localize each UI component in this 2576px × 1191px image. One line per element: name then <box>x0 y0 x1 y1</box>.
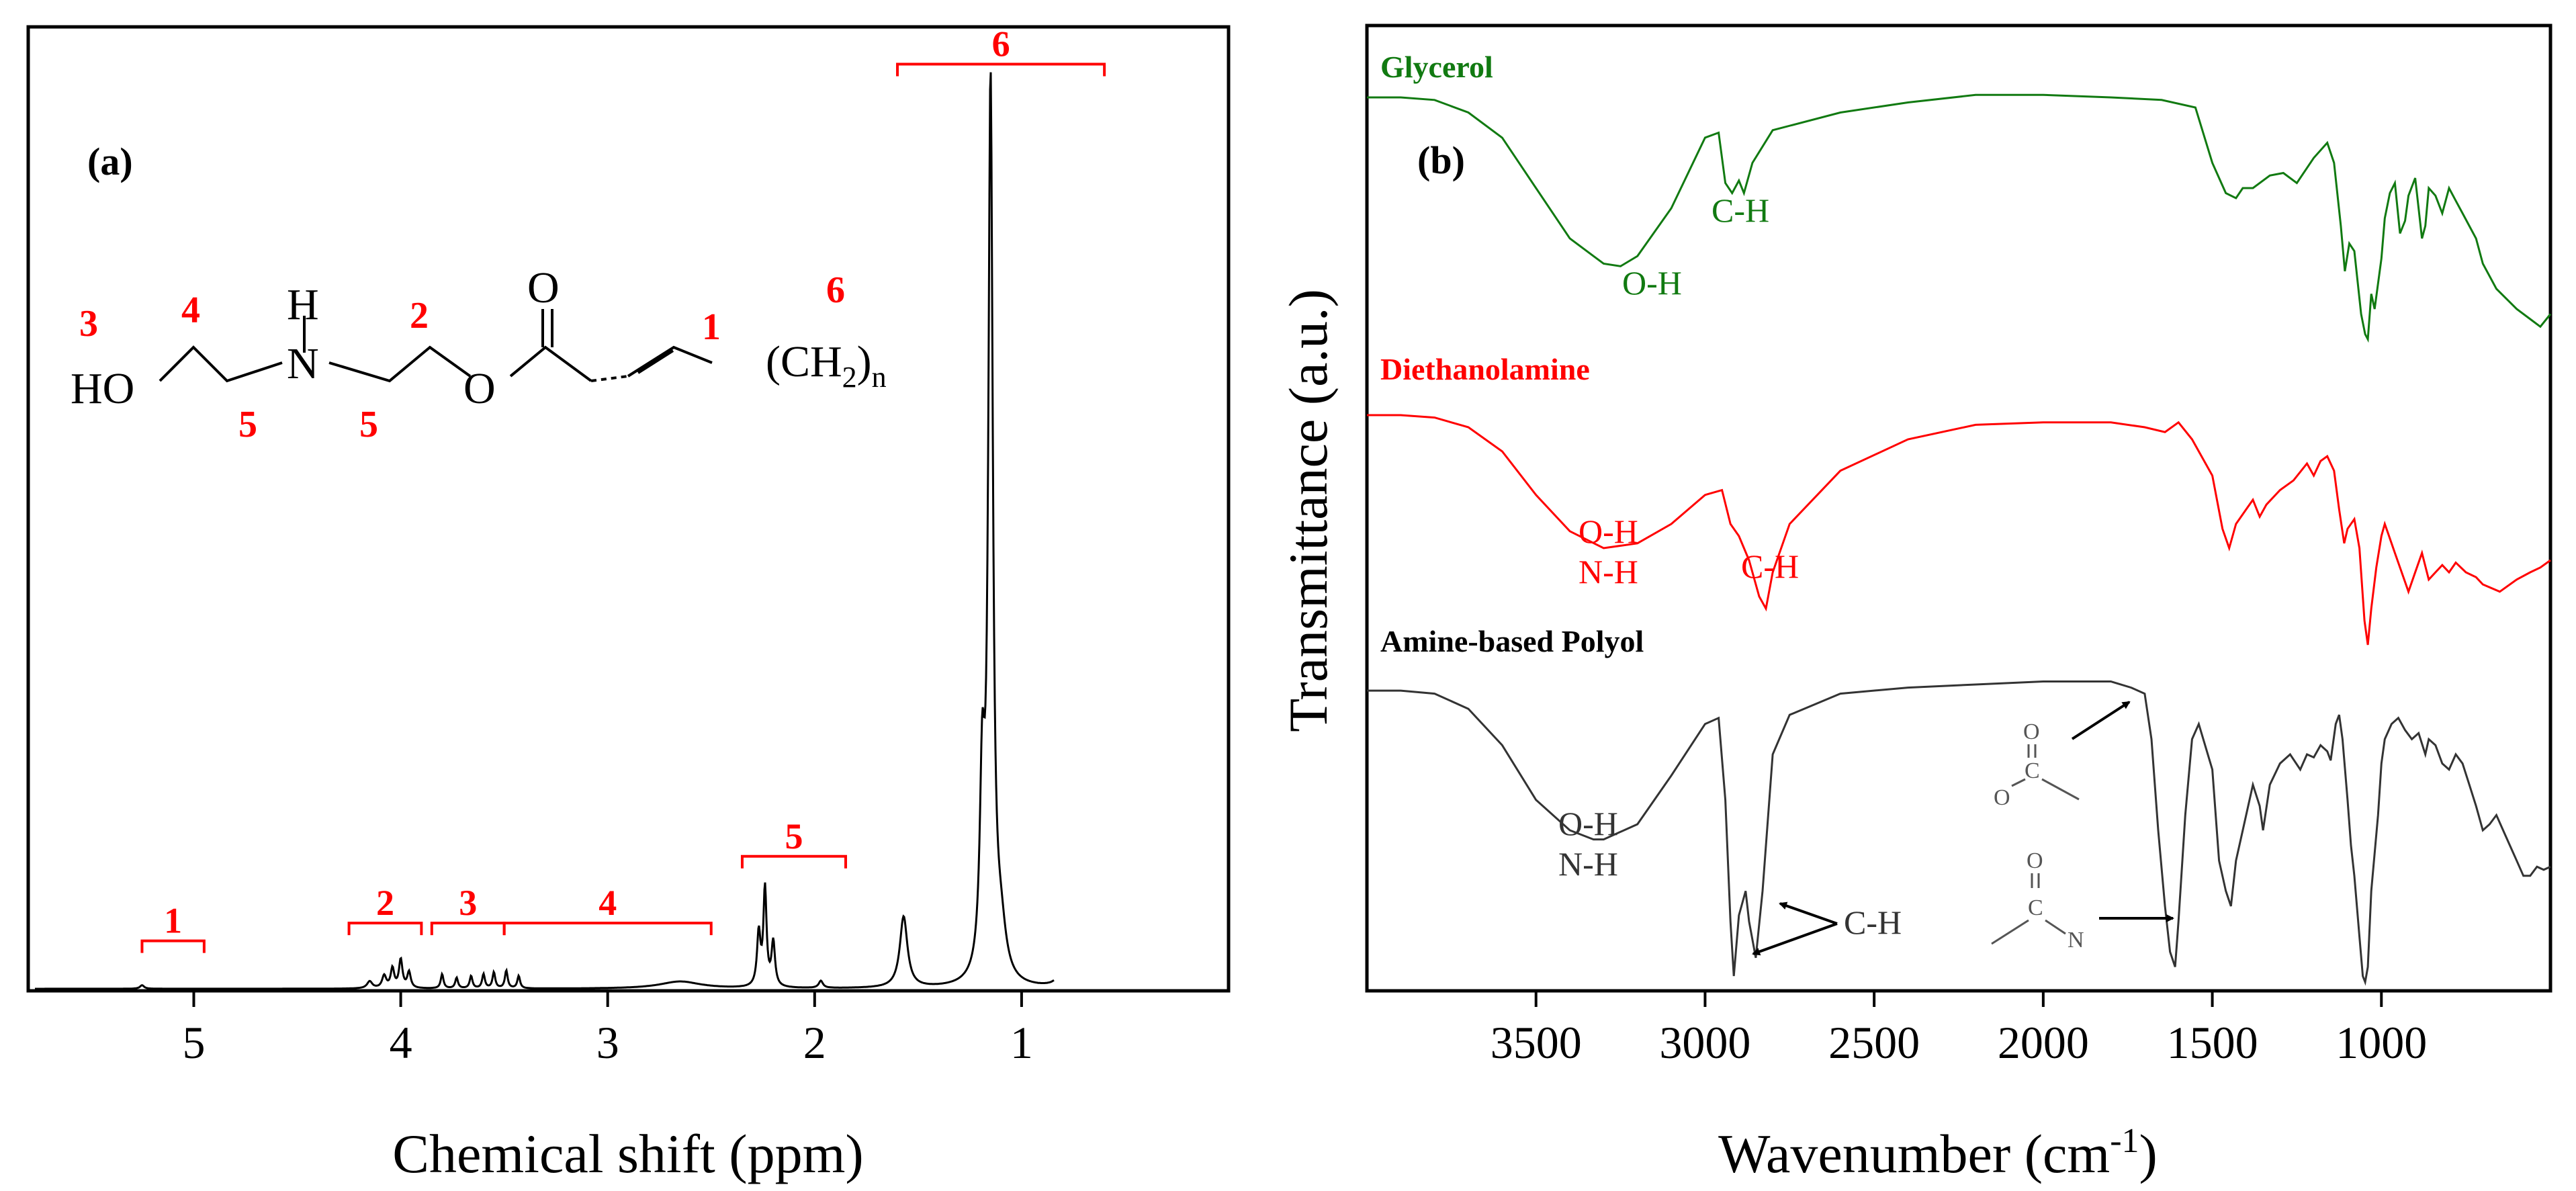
structure-number-2: 2 <box>410 295 429 337</box>
nmr-plot-frame <box>26 25 1231 993</box>
nmr-bracket-label: 1 <box>164 901 182 941</box>
structure-number-5b: 5 <box>359 404 378 445</box>
structure-nh-n: N <box>287 339 319 388</box>
nmr-x-tick-label: 5 <box>182 1017 205 1068</box>
structure-ester-o: O <box>463 364 496 413</box>
ftir-x-tick-label: 3500 <box>1491 1017 1582 1068</box>
nmr-bracket-label: 3 <box>459 883 477 923</box>
nmr-x-axis: 5 4 3 2 1 <box>182 991 1033 1068</box>
nmr-bracket-label: 2 <box>376 883 394 923</box>
legend-amine-polyol: Amine-based Polyol <box>1380 624 1644 658</box>
structure-number-1: 1 <box>702 306 721 348</box>
dea-ch-annotation: C-H <box>1741 547 1799 585</box>
nmr-panel-label: (a) <box>87 140 133 183</box>
structure-nh-h: H <box>287 280 319 329</box>
ester-o-top: O <box>2023 719 2040 744</box>
glycerol-spectrum-line <box>1367 93 2552 343</box>
nmr-bracket-label: 4 <box>598 883 617 923</box>
ester-o-side: O <box>1994 785 2010 810</box>
nmr-bracket-label: 5 <box>785 816 803 856</box>
nmr-bracket <box>502 922 713 936</box>
legend-diethanolamine: Diethanolamine <box>1380 352 1590 386</box>
ftir-x-tick-label: 2500 <box>1828 1017 1920 1068</box>
structure-number-3: 3 <box>79 303 98 345</box>
diethanolamine-spectrum-line <box>1367 414 2551 646</box>
ftir-panel-label: (b) <box>1417 138 1465 182</box>
amide-group-sketch <box>1991 873 2174 945</box>
amine-polyol-spectrum-line <box>1367 680 2551 986</box>
nmr-x-axis-label: Chemical shift (ppm) <box>392 1123 863 1184</box>
structure-number-5a: 5 <box>238 404 257 445</box>
legend-glycerol: Glycerol <box>1380 50 1493 84</box>
nmr-brackets: 1 2 3 4 5 6 <box>140 24 1106 953</box>
polyol-ch-annotation: C-H <box>1844 903 1902 941</box>
nmr-bracket <box>347 922 423 936</box>
nmr-bracket <box>140 939 206 953</box>
ester-c: C <box>2025 758 2040 783</box>
amide-c: C <box>2028 895 2043 920</box>
ftir-x-tick-label: 2000 <box>1998 1017 2089 1068</box>
dea-oh-annotation: O-H <box>1579 513 1638 550</box>
ester-group-sketch <box>2011 701 2131 801</box>
ftir-x-tick-label: 1500 <box>2167 1017 2258 1068</box>
structure-ho-label: HO <box>71 364 134 413</box>
structure-ch2n-label: (CH2)n <box>766 337 887 394</box>
nmr-bracket <box>740 854 848 869</box>
glycerol-ch-annotation: C-H <box>1712 191 1769 229</box>
ftir-x-axis: 3500 3000 2500 2000 1500 1000 <box>1491 991 2427 1068</box>
structure-number-4: 4 <box>181 290 200 331</box>
dea-nh-annotation: N-H <box>1579 553 1638 590</box>
amide-o-top: O <box>2027 848 2043 873</box>
structure-number-6: 6 <box>826 269 845 311</box>
ftir-plot-frame <box>1365 24 2552 993</box>
ftir-panel: 3500 3000 2500 2000 1500 1000 (b) Glycerol Di… <box>1278 24 2552 1184</box>
glycerol-oh-annotation: O-H <box>1622 264 1682 302</box>
polyol-oh-annotation: O-H <box>1558 805 1618 842</box>
nmr-bracket-label: 6 <box>992 24 1010 64</box>
nmr-bracket <box>896 62 1106 77</box>
ftir-y-axis-label: Transmittance (a.u.) <box>1278 289 1339 732</box>
amide-n: N <box>2068 928 2084 953</box>
nmr-panel: 5 4 3 2 1 1 2 3 4 5 6 (a) HO H N O O (CH2)n 3 4 5… <box>26 24 1231 1184</box>
nmr-x-tick-label: 4 <box>390 1017 412 1068</box>
polyol-nh-annotation: N-H <box>1558 845 1618 883</box>
nmr-x-tick-label: 1 <box>1010 1017 1033 1068</box>
nmr-x-tick-label: 2 <box>803 1017 826 1068</box>
ch-arrows <box>1752 901 1838 956</box>
molecule-structure <box>159 309 713 383</box>
nmr-x-tick-label: 3 <box>596 1017 619 1068</box>
structure-carbonyl-o: O <box>527 263 560 312</box>
nmr-bracket <box>430 922 506 936</box>
ftir-x-tick-label: 1000 <box>2336 1017 2427 1068</box>
ftir-x-tick-label: 3000 <box>1659 1017 1750 1068</box>
ftir-x-axis-label: Wavenumber (cm-1) <box>1718 1122 2158 1184</box>
nmr-spectrum-line <box>35 72 1055 990</box>
